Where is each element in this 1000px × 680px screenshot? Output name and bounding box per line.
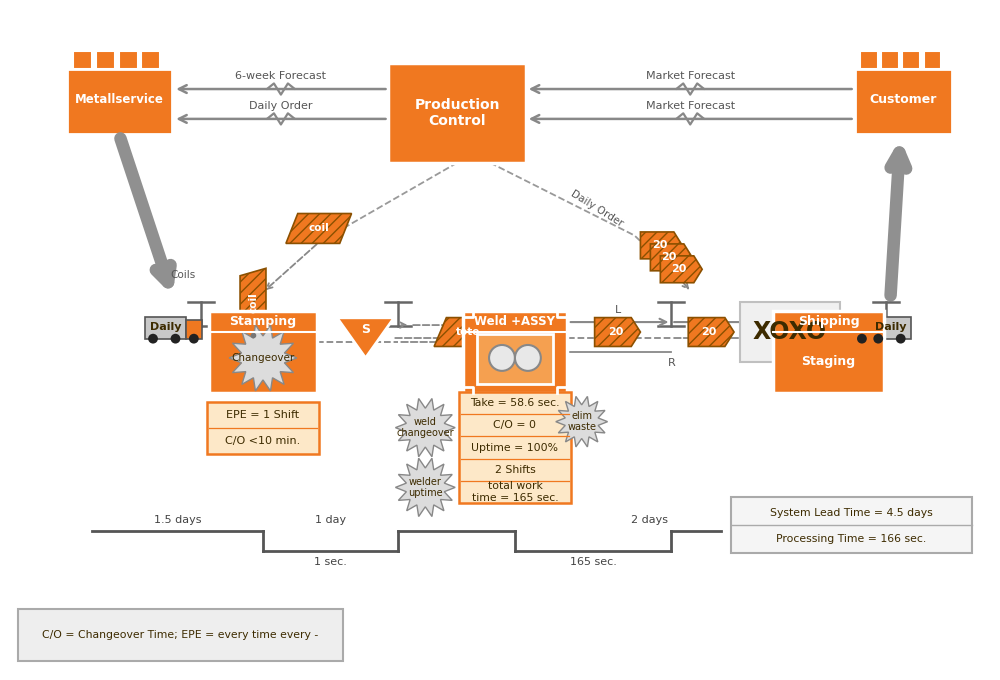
Text: C/O = Changeover Time; EPE = every time every -: C/O = Changeover Time; EPE = every time …	[42, 630, 318, 640]
Polygon shape	[688, 318, 734, 347]
FancyBboxPatch shape	[463, 311, 567, 393]
Polygon shape	[96, 50, 115, 69]
Text: Metallservice: Metallservice	[75, 93, 164, 106]
Text: 20: 20	[608, 327, 623, 337]
FancyBboxPatch shape	[145, 318, 186, 339]
Text: Customer: Customer	[870, 93, 937, 106]
Text: Daily: Daily	[150, 322, 181, 332]
Circle shape	[896, 334, 906, 343]
Text: Take = 58.6 sec.: Take = 58.6 sec.	[470, 398, 560, 408]
Polygon shape	[660, 256, 702, 283]
Circle shape	[189, 334, 199, 343]
Polygon shape	[556, 396, 608, 447]
Text: L: L	[614, 305, 621, 315]
Text: 20: 20	[662, 252, 677, 262]
Text: 2 days: 2 days	[631, 515, 668, 525]
Circle shape	[857, 334, 867, 343]
Text: Processing Time = 166 sec.: Processing Time = 166 sec.	[776, 534, 927, 544]
Text: R: R	[667, 358, 675, 368]
Text: 20: 20	[701, 327, 717, 337]
Text: Daily: Daily	[875, 322, 906, 332]
Text: 1 sec.: 1 sec.	[314, 557, 347, 567]
Text: 2 Shifts: 2 Shifts	[495, 465, 535, 475]
Text: Coils: Coils	[171, 270, 196, 280]
Text: Daily Order: Daily Order	[569, 188, 625, 228]
FancyBboxPatch shape	[854, 320, 870, 339]
Circle shape	[873, 334, 883, 343]
Polygon shape	[924, 50, 941, 69]
Circle shape	[489, 345, 515, 371]
Polygon shape	[881, 50, 899, 69]
FancyBboxPatch shape	[207, 402, 319, 454]
Polygon shape	[395, 458, 455, 517]
Text: C/O <10 min.: C/O <10 min.	[225, 436, 301, 445]
Text: 20: 20	[672, 265, 687, 274]
Text: welder
uptime: welder uptime	[408, 477, 443, 498]
Text: elim
waste: elim waste	[567, 411, 596, 432]
FancyBboxPatch shape	[870, 318, 911, 339]
FancyBboxPatch shape	[773, 311, 884, 393]
Circle shape	[515, 345, 541, 371]
Text: Production
Control: Production Control	[414, 98, 500, 128]
FancyBboxPatch shape	[209, 311, 317, 393]
Text: Uptime = 100%: Uptime = 100%	[471, 443, 558, 453]
Text: tote: tote	[456, 327, 480, 337]
FancyBboxPatch shape	[186, 320, 202, 339]
Text: 1.5 days: 1.5 days	[154, 515, 201, 525]
Polygon shape	[229, 325, 297, 391]
Polygon shape	[595, 318, 640, 347]
Text: Shipping: Shipping	[798, 316, 859, 328]
Text: C/O = 0: C/O = 0	[493, 420, 536, 430]
Polygon shape	[67, 69, 172, 134]
FancyBboxPatch shape	[388, 63, 526, 163]
Text: 20: 20	[652, 241, 667, 250]
Text: total work
time = 165 sec.: total work time = 165 sec.	[472, 481, 558, 503]
Polygon shape	[337, 318, 394, 358]
Polygon shape	[855, 69, 952, 134]
Polygon shape	[650, 244, 692, 271]
Text: Weld +ASSY: Weld +ASSY	[474, 316, 555, 328]
Text: EPE = 1 Shift: EPE = 1 Shift	[226, 409, 300, 420]
Text: Market Forecast: Market Forecast	[646, 71, 735, 81]
Text: Market Forecast: Market Forecast	[646, 101, 735, 111]
Text: Daily Order: Daily Order	[249, 101, 313, 111]
Text: 6-week Forecast: 6-week Forecast	[235, 71, 326, 81]
Polygon shape	[902, 50, 920, 69]
Text: System Lead Time = 4.5 days: System Lead Time = 4.5 days	[770, 508, 933, 518]
Text: XOXO: XOXO	[753, 320, 827, 344]
Polygon shape	[119, 50, 138, 69]
Text: Changeover: Changeover	[231, 353, 295, 363]
Text: weld
changeover: weld changeover	[396, 417, 454, 439]
Polygon shape	[141, 50, 160, 69]
Text: coil: coil	[248, 292, 258, 313]
FancyBboxPatch shape	[477, 334, 553, 384]
Polygon shape	[434, 318, 502, 347]
Circle shape	[171, 334, 180, 343]
Text: Stamping: Stamping	[229, 316, 297, 328]
Polygon shape	[640, 232, 682, 259]
Polygon shape	[860, 50, 878, 69]
Text: S: S	[361, 323, 370, 336]
Circle shape	[148, 334, 158, 343]
FancyBboxPatch shape	[731, 497, 972, 553]
Text: coil: coil	[308, 224, 329, 233]
Polygon shape	[240, 269, 266, 336]
Polygon shape	[73, 50, 92, 69]
FancyBboxPatch shape	[740, 302, 840, 362]
Text: 1 day: 1 day	[315, 515, 346, 525]
FancyBboxPatch shape	[459, 392, 571, 503]
Text: Staging: Staging	[802, 356, 856, 369]
FancyBboxPatch shape	[18, 609, 343, 661]
Text: 165 sec.: 165 sec.	[570, 557, 617, 567]
Polygon shape	[286, 214, 352, 243]
Polygon shape	[395, 398, 455, 457]
